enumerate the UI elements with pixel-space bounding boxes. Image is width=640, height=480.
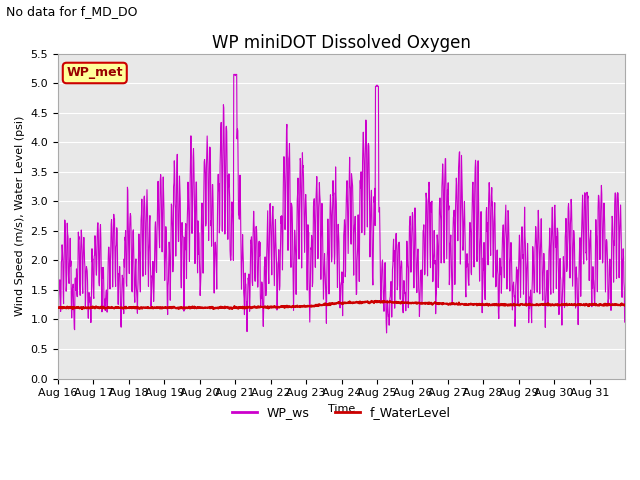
Line: f_WaterLevel: f_WaterLevel bbox=[58, 301, 625, 309]
Y-axis label: Wind Speed (m/s), Water Level (psi): Wind Speed (m/s), Water Level (psi) bbox=[15, 116, 25, 316]
X-axis label: Time: Time bbox=[328, 404, 355, 414]
Legend: WP_ws, f_WaterLevel: WP_ws, f_WaterLevel bbox=[227, 401, 456, 424]
Title: WP miniDOT Dissolved Oxygen: WP miniDOT Dissolved Oxygen bbox=[212, 34, 471, 52]
Line: WP_ws: WP_ws bbox=[58, 74, 625, 335]
Text: WP_met: WP_met bbox=[67, 67, 123, 80]
Text: No data for f_MD_DO: No data for f_MD_DO bbox=[6, 5, 138, 18]
